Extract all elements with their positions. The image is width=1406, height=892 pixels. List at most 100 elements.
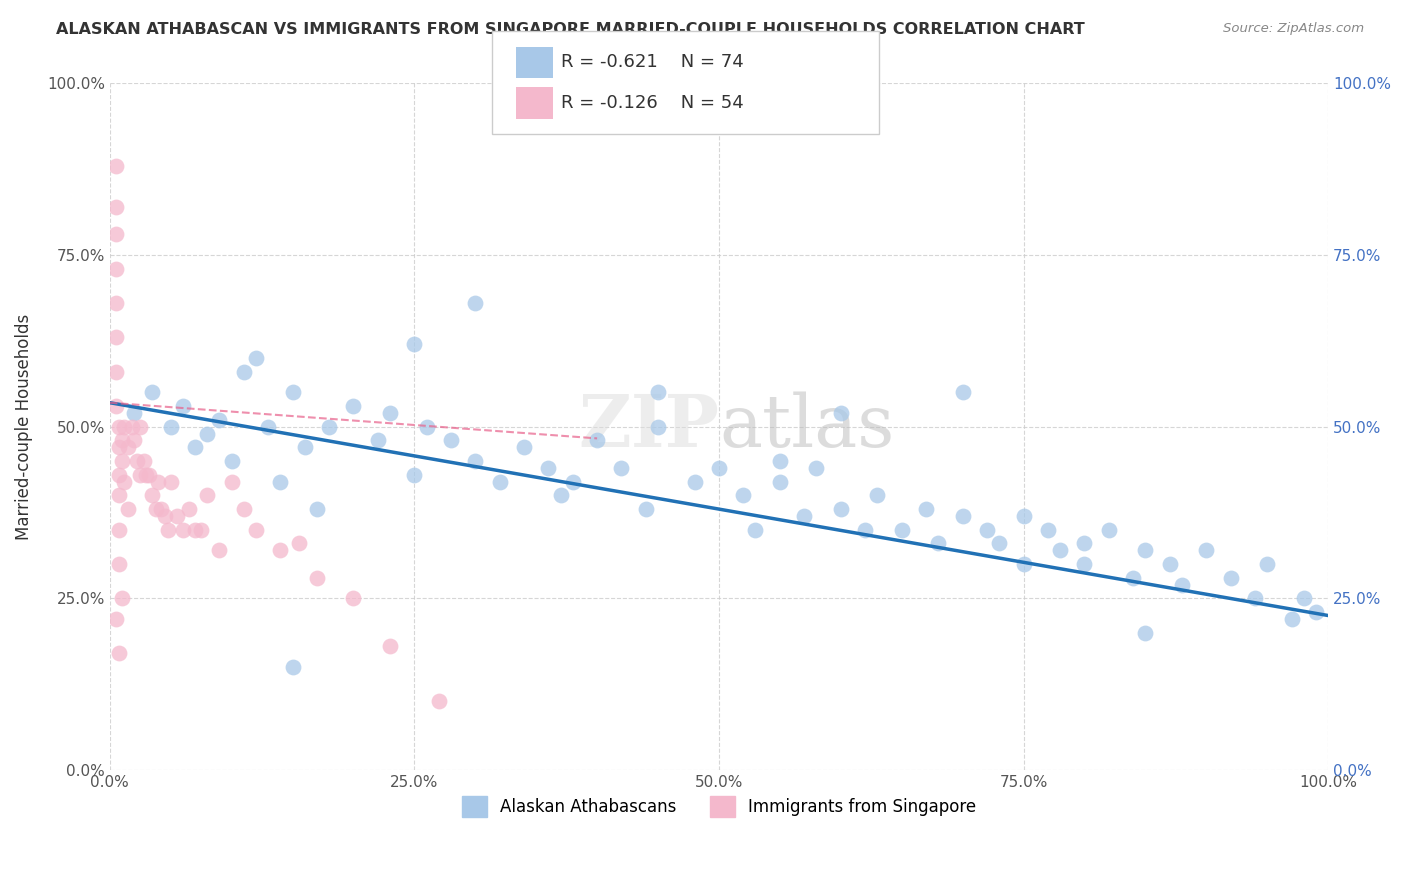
Immigrants from Singapore xyxy=(166,508,188,523)
Alaskan Athabascans xyxy=(1281,612,1303,626)
Alaskan Athabascans xyxy=(1244,591,1267,606)
Immigrants from Singapore xyxy=(141,488,163,502)
Alaskan Athabascans xyxy=(305,502,328,516)
Alaskan Athabascans xyxy=(1135,625,1157,640)
Alaskan Athabascans xyxy=(440,434,463,448)
Immigrants from Singapore xyxy=(104,200,127,214)
Immigrants from Singapore xyxy=(172,523,194,537)
Alaskan Athabascans xyxy=(866,488,889,502)
Immigrants from Singapore xyxy=(104,330,127,344)
Immigrants from Singapore xyxy=(111,591,134,606)
Alaskan Athabascans xyxy=(245,351,267,365)
Immigrants from Singapore xyxy=(135,467,157,482)
Text: atlas: atlas xyxy=(718,392,894,462)
Alaskan Athabascans xyxy=(367,434,389,448)
Alaskan Athabascans xyxy=(537,461,560,475)
Alaskan Athabascans xyxy=(561,475,583,489)
Alaskan Athabascans xyxy=(232,365,254,379)
Immigrants from Singapore xyxy=(112,419,135,434)
Alaskan Athabascans xyxy=(806,461,828,475)
Alaskan Athabascans xyxy=(952,385,974,400)
Alaskan Athabascans xyxy=(853,523,876,537)
Immigrants from Singapore xyxy=(177,502,200,516)
Alaskan Athabascans xyxy=(830,502,852,516)
Alaskan Athabascans xyxy=(172,399,194,413)
Alaskan Athabascans xyxy=(269,475,291,489)
Immigrants from Singapore xyxy=(159,475,181,489)
Alaskan Athabascans xyxy=(647,385,669,400)
Immigrants from Singapore xyxy=(104,159,127,173)
Immigrants from Singapore xyxy=(157,523,180,537)
Immigrants from Singapore xyxy=(104,365,127,379)
Alaskan Athabascans xyxy=(769,475,792,489)
Immigrants from Singapore xyxy=(129,419,152,434)
Immigrants from Singapore xyxy=(184,523,207,537)
Immigrants from Singapore xyxy=(117,502,139,516)
Immigrants from Singapore xyxy=(208,543,231,558)
Alaskan Athabascans xyxy=(318,419,340,434)
Text: R = -0.126    N = 54: R = -0.126 N = 54 xyxy=(561,94,744,112)
Immigrants from Singapore xyxy=(104,261,127,276)
Immigrants from Singapore xyxy=(104,227,127,242)
Alaskan Athabascans xyxy=(988,536,1011,550)
Immigrants from Singapore xyxy=(108,467,131,482)
Immigrants from Singapore xyxy=(153,508,176,523)
Immigrants from Singapore xyxy=(117,440,139,454)
Alaskan Athabascans xyxy=(1012,508,1035,523)
Alaskan Athabascans xyxy=(952,508,974,523)
Alaskan Athabascans xyxy=(707,461,730,475)
Alaskan Athabascans xyxy=(830,406,852,420)
Alaskan Athabascans xyxy=(378,406,401,420)
Alaskan Athabascans xyxy=(890,523,912,537)
Alaskan Athabascans xyxy=(610,461,633,475)
Alaskan Athabascans xyxy=(1305,605,1327,619)
Immigrants from Singapore xyxy=(104,296,127,310)
Immigrants from Singapore xyxy=(108,488,131,502)
Alaskan Athabascans xyxy=(294,440,316,454)
Immigrants from Singapore xyxy=(132,454,155,468)
Immigrants from Singapore xyxy=(195,488,218,502)
Alaskan Athabascans xyxy=(1135,543,1157,558)
Alaskan Athabascans xyxy=(927,536,949,550)
Immigrants from Singapore xyxy=(342,591,364,606)
Alaskan Athabascans xyxy=(793,508,815,523)
Immigrants from Singapore xyxy=(149,502,172,516)
Alaskan Athabascans xyxy=(1098,523,1121,537)
Text: ALASKAN ATHABASCAN VS IMMIGRANTS FROM SINGAPORE MARRIED-COUPLE HOUSEHOLDS CORREL: ALASKAN ATHABASCAN VS IMMIGRANTS FROM SI… xyxy=(56,22,1085,37)
Alaskan Athabascans xyxy=(1012,557,1035,571)
Immigrants from Singapore xyxy=(104,612,127,626)
Immigrants from Singapore xyxy=(245,523,267,537)
Alaskan Athabascans xyxy=(415,419,437,434)
Alaskan Athabascans xyxy=(464,296,486,310)
Alaskan Athabascans xyxy=(1292,591,1315,606)
Immigrants from Singapore xyxy=(129,467,152,482)
Alaskan Athabascans xyxy=(1073,536,1095,550)
Immigrants from Singapore xyxy=(108,419,131,434)
Alaskan Athabascans xyxy=(195,426,218,441)
Legend: Alaskan Athabascans, Immigrants from Singapore: Alaskan Athabascans, Immigrants from Sin… xyxy=(456,789,983,823)
Alaskan Athabascans xyxy=(257,419,280,434)
Alaskan Athabascans xyxy=(208,413,231,427)
Alaskan Athabascans xyxy=(976,523,998,537)
Alaskan Athabascans xyxy=(1073,557,1095,571)
Alaskan Athabascans xyxy=(404,467,426,482)
Alaskan Athabascans xyxy=(1219,571,1241,585)
Immigrants from Singapore xyxy=(111,434,134,448)
Immigrants from Singapore xyxy=(125,454,148,468)
Alaskan Athabascans xyxy=(122,406,145,420)
Immigrants from Singapore xyxy=(108,440,131,454)
Y-axis label: Married-couple Households: Married-couple Households xyxy=(15,314,32,540)
Immigrants from Singapore xyxy=(305,571,328,585)
Alaskan Athabascans xyxy=(683,475,706,489)
Alaskan Athabascans xyxy=(464,454,486,468)
Alaskan Athabascans xyxy=(586,434,609,448)
Alaskan Athabascans xyxy=(634,502,657,516)
Text: ZIP: ZIP xyxy=(578,392,718,462)
Alaskan Athabascans xyxy=(647,419,669,434)
Alaskan Athabascans xyxy=(915,502,938,516)
Immigrants from Singapore xyxy=(287,536,309,550)
Alaskan Athabascans xyxy=(513,440,536,454)
Alaskan Athabascans xyxy=(1036,523,1059,537)
Alaskan Athabascans xyxy=(281,385,304,400)
Immigrants from Singapore xyxy=(190,523,212,537)
